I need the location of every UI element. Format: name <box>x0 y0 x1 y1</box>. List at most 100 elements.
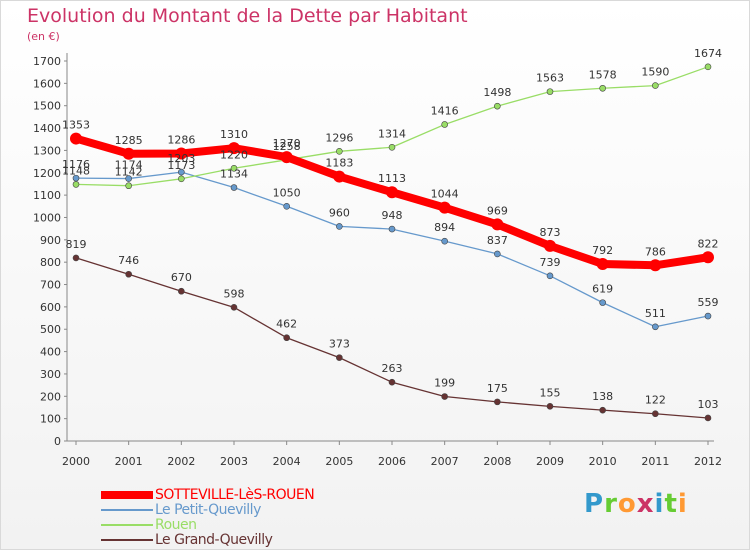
data-point <box>178 168 185 176</box>
y-tick-label: 900 <box>40 234 61 247</box>
logo-letter: o <box>617 489 637 519</box>
x-tick-label: 2004 <box>273 455 301 468</box>
series-3 <box>72 254 712 422</box>
x-tick-label: 2012 <box>694 455 722 468</box>
data-label: 1258 <box>273 140 301 153</box>
legend-label: SOTTEVILLE-LèS-ROUEN <box>155 487 315 503</box>
y-tick-label: 600 <box>40 301 61 314</box>
data-label: 559 <box>698 296 719 309</box>
data-label: 1590 <box>641 66 669 79</box>
data-label: 1044 <box>431 188 459 201</box>
x-tick-label: 2003 <box>220 455 248 468</box>
data-point <box>649 259 662 272</box>
data-label: 122 <box>645 394 666 407</box>
y-tick-label: 0 <box>54 435 61 448</box>
data-label: 1416 <box>431 104 459 117</box>
y-tick-label: 1700 <box>33 55 61 68</box>
data-label: 739 <box>540 256 561 269</box>
data-point <box>494 102 501 110</box>
data-point <box>178 287 185 295</box>
x-tick-label: 2005 <box>325 455 353 468</box>
data-point <box>388 225 396 233</box>
data-point <box>704 312 712 320</box>
data-label: 1220 <box>220 148 248 161</box>
data-point <box>599 406 606 414</box>
data-point <box>230 304 238 311</box>
data-point <box>230 184 238 191</box>
x-tick-label: 2001 <box>115 455 143 468</box>
data-label: 786 <box>645 245 666 258</box>
data-point <box>599 84 606 92</box>
data-label: 1183 <box>325 157 353 170</box>
data-point <box>702 251 714 264</box>
y-tick-label: 1000 <box>33 211 61 224</box>
data-label: 1285 <box>115 134 143 147</box>
data-point <box>441 121 448 128</box>
data-label: 837 <box>487 234 508 247</box>
data-point <box>283 334 290 342</box>
logo-letter: t <box>664 489 678 519</box>
data-point <box>122 147 135 160</box>
data-label: 1203 <box>167 152 195 165</box>
logo-letter: r <box>604 489 618 519</box>
chart-unit-label: (en €) <box>27 30 60 43</box>
data-point <box>175 147 188 160</box>
data-label: 138 <box>592 390 613 403</box>
data-label: 960 <box>329 206 350 219</box>
data-point <box>599 299 606 306</box>
data-label: 1113 <box>378 172 406 185</box>
data-point <box>546 88 554 95</box>
data-label: 1173 <box>167 159 195 172</box>
data-point <box>228 142 240 155</box>
y-tick-label: 500 <box>40 323 61 336</box>
y-tick-label: 300 <box>40 368 61 381</box>
data-point <box>652 410 659 418</box>
data-point <box>125 182 132 190</box>
data-label: 1578 <box>589 68 617 81</box>
data-label: 873 <box>540 226 561 239</box>
data-point <box>336 354 343 361</box>
legend-swatch <box>101 539 153 541</box>
data-label: 1134 <box>220 168 248 181</box>
data-label: 1674 <box>694 47 722 60</box>
legend-label: Rouen <box>155 517 197 533</box>
chart-series <box>70 63 714 422</box>
data-label: 1296 <box>325 131 353 144</box>
data-label: 373 <box>329 338 350 351</box>
data-label: 1353 <box>62 119 90 132</box>
data-label: 1286 <box>167 134 195 147</box>
x-tick-label: 2002 <box>167 455 195 468</box>
data-label: 1270 <box>273 137 301 150</box>
data-label: 819 <box>66 238 87 251</box>
y-tick-label: 1300 <box>33 144 61 157</box>
y-tick-label: 400 <box>40 346 61 359</box>
data-label: 1176 <box>62 158 90 171</box>
data-label: 948 <box>382 209 403 222</box>
data-point <box>280 151 293 164</box>
data-point <box>72 181 80 188</box>
x-tick-label: 2011 <box>641 455 669 468</box>
x-tick-label: 2006 <box>378 455 406 468</box>
logo-letter: x <box>636 489 655 519</box>
data-label: 511 <box>645 307 666 320</box>
data-label: 1563 <box>536 72 564 85</box>
y-tick-label: 1500 <box>33 100 61 113</box>
data-label: 619 <box>592 283 613 296</box>
data-label: 746 <box>118 254 139 267</box>
legend-swatch <box>101 509 153 511</box>
data-point <box>546 403 554 410</box>
data-label: 822 <box>698 237 719 250</box>
x-tick-label: 2000 <box>62 455 90 468</box>
x-tick-label: 2007 <box>431 455 459 468</box>
data-point <box>230 164 238 172</box>
logo-letter: i <box>677 489 688 519</box>
data-label: 1314 <box>378 127 406 140</box>
y-tick-label: 100 <box>40 413 61 426</box>
y-tick-label: 800 <box>40 256 61 269</box>
x-tick-label: 2008 <box>483 455 511 468</box>
data-label: 1148 <box>62 164 90 177</box>
data-point <box>704 63 712 71</box>
data-point <box>596 257 609 270</box>
